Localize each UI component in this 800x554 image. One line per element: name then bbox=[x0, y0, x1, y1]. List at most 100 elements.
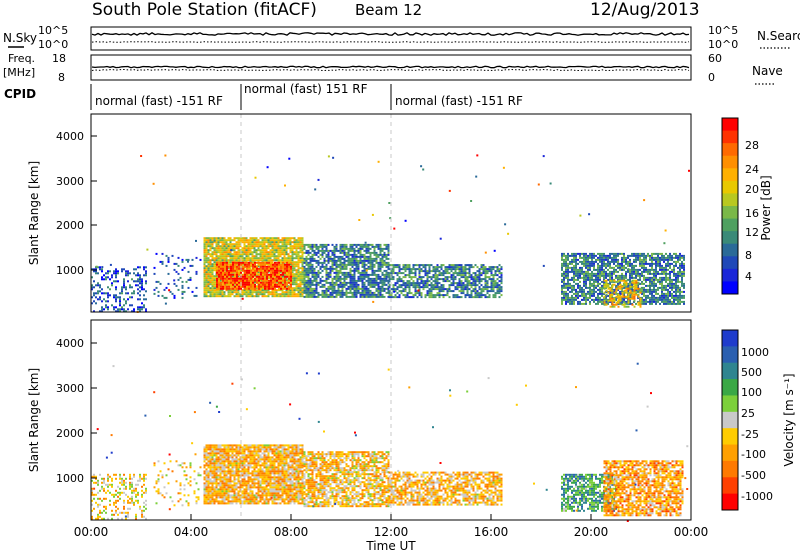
power-cell bbox=[381, 281, 384, 284]
power-cell bbox=[438, 288, 441, 291]
power-cell bbox=[438, 270, 441, 273]
power-cell bbox=[187, 286, 190, 289]
power-cell bbox=[203, 239, 206, 242]
power-cell bbox=[231, 249, 234, 252]
power-cell bbox=[647, 300, 649, 303]
power-cell bbox=[207, 245, 210, 248]
power-cell bbox=[301, 271, 304, 274]
power-cell bbox=[283, 243, 286, 246]
power-cell bbox=[175, 284, 178, 287]
power-cell bbox=[593, 298, 595, 301]
power-cell bbox=[383, 279, 386, 282]
power-cell bbox=[585, 270, 587, 273]
power-cell bbox=[241, 263, 244, 266]
power-cell bbox=[673, 298, 675, 301]
power-cell bbox=[215, 295, 218, 298]
power-cell bbox=[663, 256, 665, 259]
power-cell bbox=[414, 292, 417, 295]
power-cell bbox=[575, 282, 577, 285]
power-cell bbox=[309, 281, 312, 284]
power-cell bbox=[661, 270, 663, 273]
power-cell bbox=[569, 262, 571, 265]
power-cell bbox=[323, 265, 326, 268]
power-cell bbox=[412, 284, 415, 287]
power-cell bbox=[221, 253, 224, 256]
power-cell bbox=[579, 286, 581, 289]
power-cell bbox=[396, 274, 399, 277]
power-cell bbox=[367, 265, 370, 268]
power-cell bbox=[383, 251, 386, 254]
power-cell bbox=[609, 305, 612, 308]
power-cell bbox=[236, 269, 238, 272]
power-cell bbox=[442, 288, 445, 291]
power-cell bbox=[167, 260, 170, 263]
power-cell bbox=[95, 292, 97, 295]
power-cell bbox=[217, 289, 220, 292]
power-cell bbox=[589, 264, 591, 267]
power-cell bbox=[325, 247, 328, 250]
power-cell bbox=[661, 258, 663, 261]
power-cell bbox=[438, 292, 441, 295]
power-cell bbox=[253, 239, 256, 242]
power-cell bbox=[321, 283, 324, 286]
power-cell bbox=[351, 295, 354, 298]
power-cell bbox=[311, 265, 314, 268]
power-cell bbox=[375, 261, 378, 264]
power-cell bbox=[315, 243, 318, 246]
power-cell bbox=[621, 288, 623, 291]
power-cell bbox=[345, 289, 348, 292]
power-cell bbox=[679, 266, 681, 269]
power-cell bbox=[402, 266, 405, 269]
power-cell bbox=[365, 243, 368, 246]
power-cell bbox=[233, 243, 236, 246]
power-cell bbox=[661, 300, 663, 303]
power-cell bbox=[500, 290, 503, 293]
power-cell bbox=[238, 273, 240, 276]
power-cell bbox=[657, 278, 659, 281]
power-cell bbox=[260, 275, 262, 278]
power-cell bbox=[119, 308, 121, 311]
power-cell bbox=[263, 293, 266, 296]
power-cell bbox=[627, 270, 629, 273]
power-cell bbox=[494, 282, 497, 285]
power-cell bbox=[237, 257, 240, 260]
power-cell bbox=[229, 239, 232, 242]
power-cell bbox=[321, 285, 324, 288]
power-cell bbox=[219, 289, 222, 292]
power-cell bbox=[239, 245, 242, 248]
power-cell bbox=[629, 298, 631, 301]
power-cell bbox=[671, 302, 673, 305]
power-cell bbox=[484, 294, 487, 297]
power-cell bbox=[617, 285, 620, 288]
power-cell bbox=[406, 296, 409, 299]
power-cell bbox=[369, 295, 372, 298]
power-cell bbox=[410, 296, 413, 299]
power-cell bbox=[339, 247, 342, 250]
power-cell bbox=[240, 261, 242, 264]
power-cell bbox=[331, 259, 334, 262]
power-cell bbox=[355, 293, 358, 296]
power-cell bbox=[335, 259, 338, 262]
power-cell bbox=[641, 296, 643, 299]
power-cell bbox=[205, 243, 208, 246]
power-cell bbox=[217, 241, 220, 244]
power-cell bbox=[498, 296, 501, 299]
power-cell bbox=[274, 265, 276, 268]
power-cell bbox=[359, 249, 362, 252]
power-cell bbox=[651, 264, 653, 267]
power-cell bbox=[667, 254, 669, 257]
power-cell bbox=[430, 264, 433, 267]
power-cell bbox=[361, 279, 364, 282]
power-cell bbox=[422, 284, 425, 287]
power-cell bbox=[359, 255, 362, 258]
power-cell bbox=[254, 285, 256, 288]
power-cell bbox=[297, 255, 300, 258]
power-cell bbox=[288, 263, 290, 266]
power-cell bbox=[272, 269, 274, 272]
power-cell bbox=[290, 273, 292, 276]
power-cell bbox=[101, 288, 103, 291]
power-cell bbox=[396, 282, 399, 285]
power-cell bbox=[472, 266, 475, 269]
power-cell bbox=[219, 253, 222, 256]
power-cell bbox=[303, 259, 306, 262]
